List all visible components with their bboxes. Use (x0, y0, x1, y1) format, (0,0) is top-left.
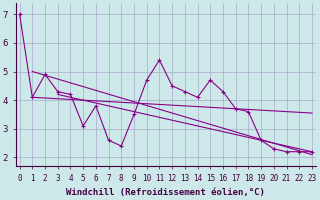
X-axis label: Windchill (Refroidissement éolien,°C): Windchill (Refroidissement éolien,°C) (66, 188, 265, 197)
